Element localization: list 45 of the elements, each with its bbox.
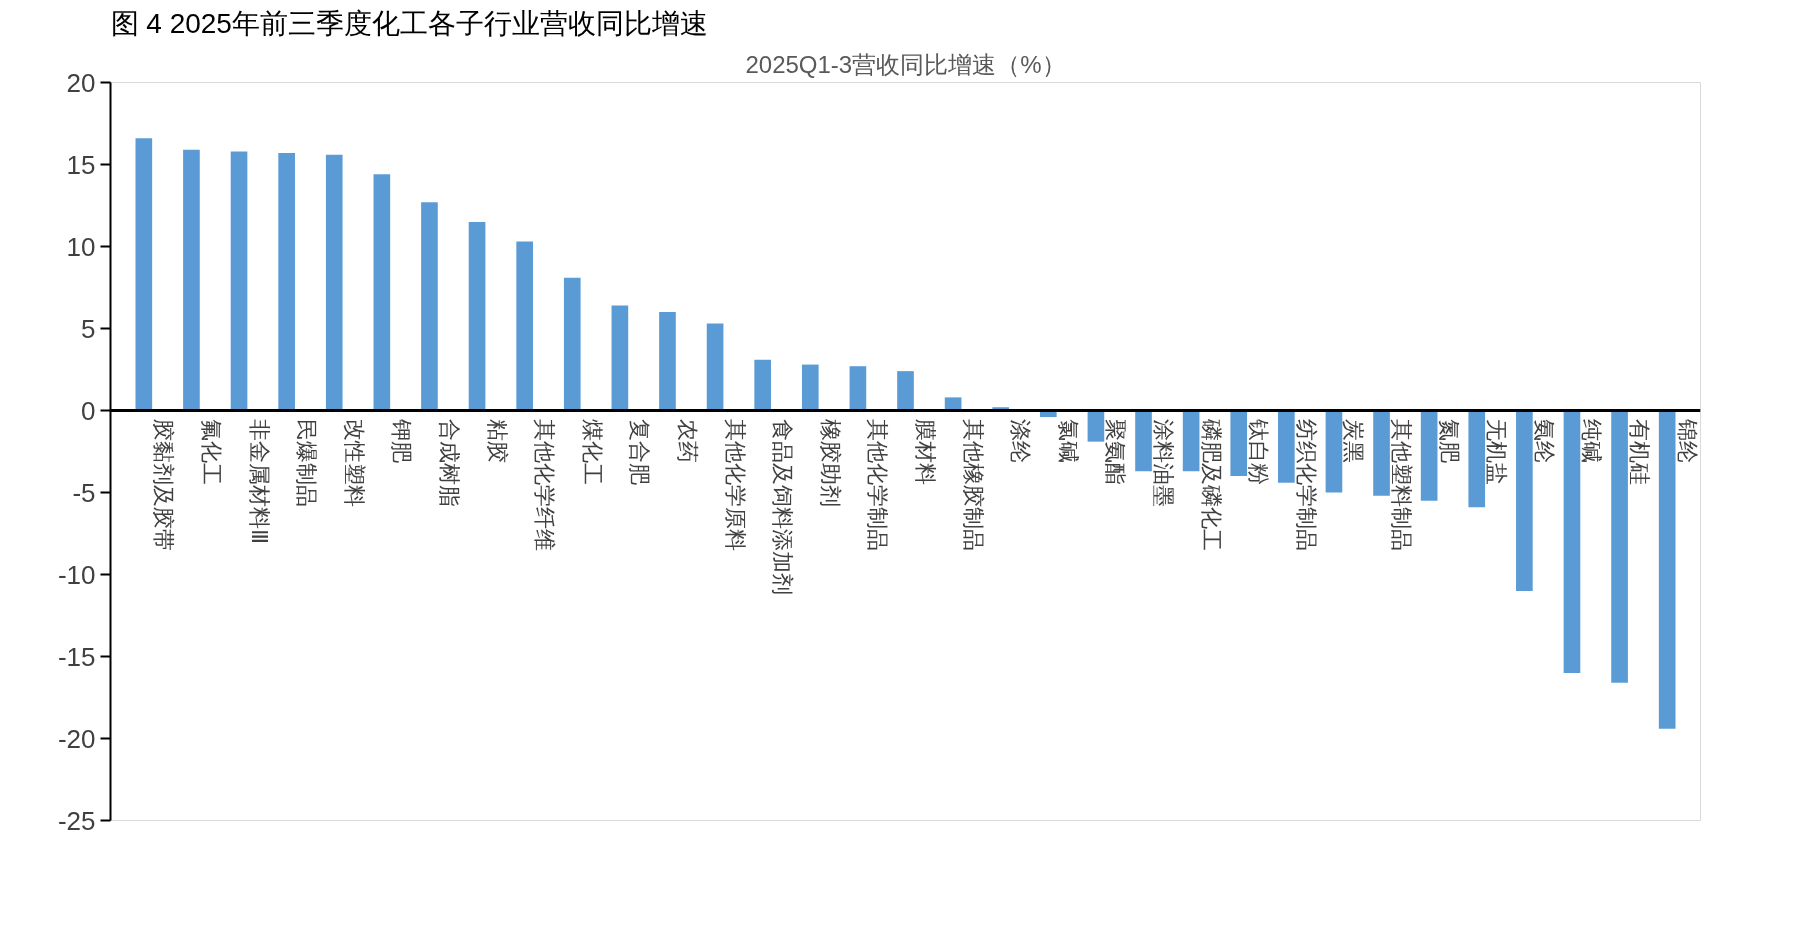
chart-title: 图 4 2025年前三季度化工各子行业营收同比增速 xyxy=(110,7,708,39)
x-tick-label: 胶黏剂及胶带 xyxy=(151,418,177,551)
x-tick-label: 氨纶 xyxy=(1531,418,1557,463)
x-tick-label: 无机盐 xyxy=(1484,418,1510,485)
x-tick-label: 纯碱 xyxy=(1579,418,1605,463)
y-tick-label: -15 xyxy=(57,641,96,672)
x-tick-label: 其他橡胶制品 xyxy=(960,418,986,551)
x-tick-label: 其他塑料制品 xyxy=(1389,418,1415,551)
x-tick-label: 氟化工 xyxy=(198,418,224,485)
x-tick-label: 聚氨酯 xyxy=(1103,418,1129,485)
x-tick-label: 锦纶 xyxy=(1674,417,1700,463)
x-tick-label: 橡胶助剂 xyxy=(817,418,843,507)
x-tick-label: 非金属材料Ⅲ xyxy=(246,418,272,544)
chart-subtitle: 2025Q1-3营收同比增速（%） xyxy=(745,50,1066,78)
y-tick-label: -10 xyxy=(57,559,96,590)
x-tick-label: 其他化学制品 xyxy=(865,418,891,551)
x-tick-label: 膜材料 xyxy=(913,418,938,485)
x-tick-label: 民爆制品 xyxy=(294,418,320,507)
x-tick-label: 其他化学纤维 xyxy=(532,418,558,551)
x-tick-label: 涤纶 xyxy=(1008,418,1034,463)
x-tick-label: 涂料油墨 xyxy=(1151,418,1177,507)
y-tick-label: 15 xyxy=(66,149,96,180)
y-tick-label: 20 xyxy=(66,67,96,98)
y-tick-label: 0 xyxy=(81,395,96,426)
x-tick-label: 复合肥 xyxy=(627,418,653,485)
x-tick-label: 炭黑 xyxy=(1341,418,1367,463)
x-tick-label: 钛白粉 xyxy=(1246,417,1272,485)
x-tick-label: 有机硅 xyxy=(1627,418,1653,485)
y-tick-label: -20 xyxy=(57,723,96,754)
x-tick-label: 纺织化学制品 xyxy=(1293,418,1319,551)
x-tick-label: 氯碱 xyxy=(1055,418,1081,463)
y-tick-label: 5 xyxy=(81,313,96,344)
y-tick-label: -25 xyxy=(57,805,96,836)
x-tick-label: 磷肥及磷化工 xyxy=(1198,417,1224,551)
x-tick-label: 食品及饲料添加剂 xyxy=(770,418,796,595)
x-tick-label: 农药 xyxy=(674,418,700,463)
x-tick-label: 粘胶 xyxy=(484,418,510,463)
y-tick-label: 10 xyxy=(66,231,96,262)
y-tick-label: -5 xyxy=(72,477,96,508)
x-tick-label: 改性塑料 xyxy=(341,418,367,507)
x-tick-label: 钾肥 xyxy=(389,417,415,463)
x-tick-label: 煤化工 xyxy=(579,418,605,485)
x-tick-label: 氮肥 xyxy=(1436,418,1462,463)
x-tick-label: 合成树脂 xyxy=(436,418,462,507)
x-tick-label: 其他化学原料 xyxy=(722,418,748,551)
